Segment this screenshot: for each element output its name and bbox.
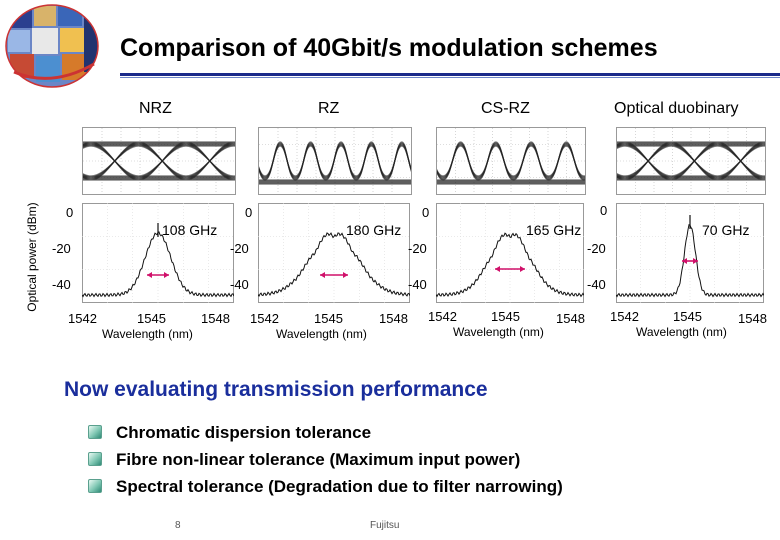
x-axis-label: Wavelength (nm) xyxy=(102,327,193,341)
bandwidth-label-nrz: 108 GHz xyxy=(162,222,218,238)
x-tick-1542: 1542 xyxy=(250,311,279,326)
x-tick-1545: 1545 xyxy=(314,311,343,326)
title-divider-thin xyxy=(120,77,780,78)
scheme-label-rz: RZ xyxy=(318,100,340,117)
x-tick-1545: 1545 xyxy=(673,309,702,324)
x-tick-1545: 1545 xyxy=(491,309,520,324)
spectrum-duobinary xyxy=(616,203,764,303)
y-tick-minus40: -40 xyxy=(408,277,427,292)
y-tick-minus40: -40 xyxy=(230,277,249,292)
bullet-icon xyxy=(88,425,102,439)
eye-diagram-rz xyxy=(258,127,412,195)
footer-company: Fujitsu xyxy=(370,520,400,531)
eye-diagram-nrz xyxy=(82,127,236,195)
page-number: 8 xyxy=(175,520,181,531)
spectrum-csrz xyxy=(436,203,584,303)
y-tick-minus40: -40 xyxy=(587,277,606,292)
spectrum-nrz xyxy=(82,203,234,303)
x-axis-label: Wavelength (nm) xyxy=(453,325,544,339)
page-title: Comparison of 40Gbit/s modulation scheme… xyxy=(120,34,658,62)
logo xyxy=(4,2,100,88)
eye-diagram-csrz xyxy=(436,127,586,195)
y-tick-0: 0 xyxy=(66,205,74,220)
x-tick-1542: 1542 xyxy=(68,311,97,326)
scheme-label-duobinary: Optical duobinary xyxy=(614,100,739,117)
bullet-text: Chromatic dispersion tolerance xyxy=(116,423,372,442)
y-tick-minus20: -20 xyxy=(587,241,606,256)
x-tick-1542: 1542 xyxy=(610,309,639,324)
x-tick-1548: 1548 xyxy=(201,311,230,326)
section-headline: Now evaluating transmission performance xyxy=(64,378,488,401)
bullet-text: Fibre non-linear tolerance (Maximum inpu… xyxy=(116,450,521,469)
bandwidth-label-csrz: 165 GHz xyxy=(526,222,582,238)
y-tick-minus20: -20 xyxy=(408,241,427,256)
scheme-label-csrz: CS-RZ xyxy=(481,100,530,117)
bandwidth-label-rz: 180 GHz xyxy=(346,222,402,238)
bandwidth-label-duobinary: 70 GHz xyxy=(702,222,750,238)
bullet-text: Spectral tolerance (Degradation due to f… xyxy=(116,477,563,496)
x-tick-1548: 1548 xyxy=(738,311,767,326)
y-tick-minus20: -20 xyxy=(230,241,249,256)
x-tick-1548: 1548 xyxy=(556,311,585,326)
y-tick-minus20: -20 xyxy=(52,241,71,256)
title-divider xyxy=(120,73,780,76)
x-axis-label: Wavelength (nm) xyxy=(276,327,367,341)
y-tick-0: 0 xyxy=(600,203,608,218)
y-tick-minus40: -40 xyxy=(52,277,71,292)
y-tick-0: 0 xyxy=(245,205,253,220)
x-tick-1545: 1545 xyxy=(137,311,166,326)
x-tick-1542: 1542 xyxy=(428,309,457,324)
x-tick-1548: 1548 xyxy=(379,311,408,326)
y-axis-label: Optical power (dBm) xyxy=(25,202,39,312)
scheme-label-nrz: NRZ xyxy=(139,100,172,117)
spectrum-rz xyxy=(258,203,410,303)
bullet-icon xyxy=(88,452,102,466)
bullet-icon xyxy=(88,479,102,493)
eye-diagram-duobinary xyxy=(616,127,766,195)
y-tick-0: 0 xyxy=(422,205,430,220)
x-axis-label: Wavelength (nm) xyxy=(636,325,727,339)
